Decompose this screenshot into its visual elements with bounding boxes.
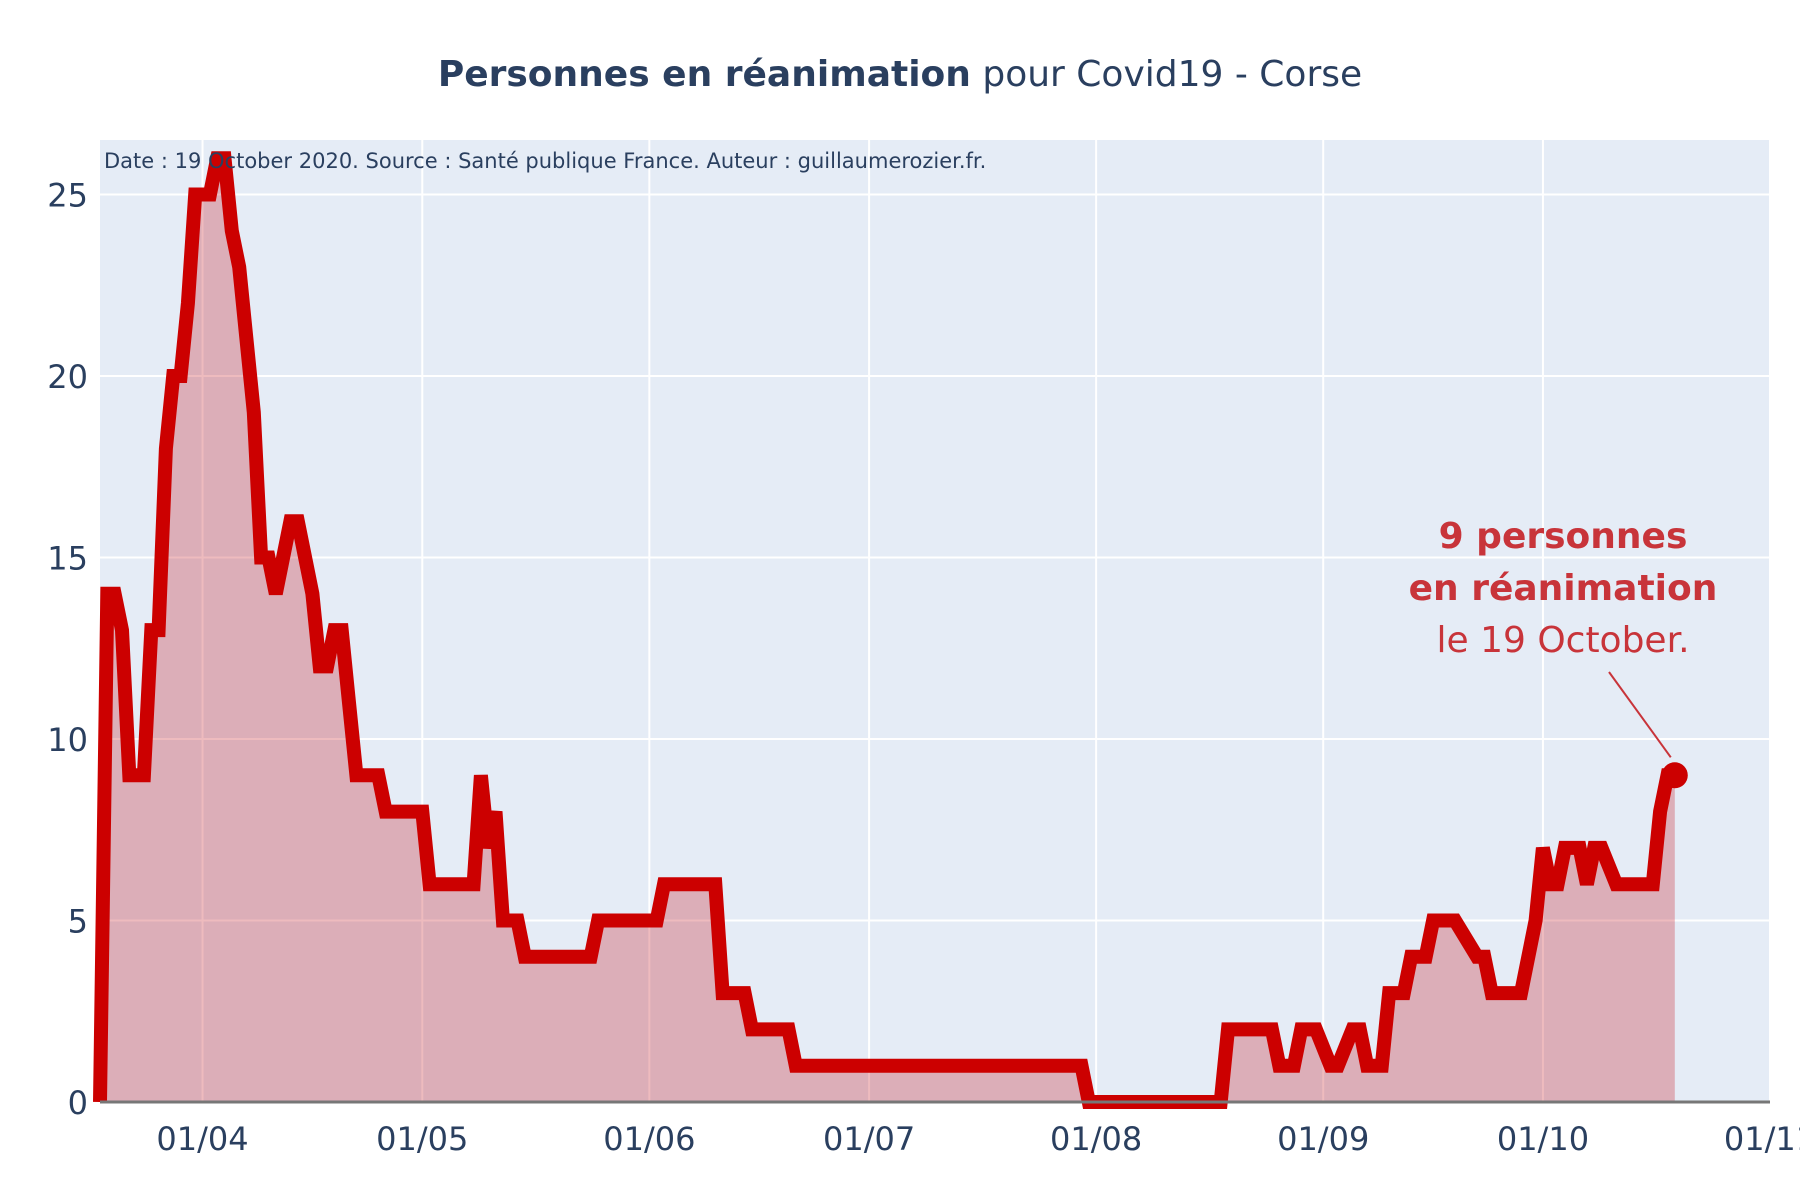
- y-tick-label: 25: [47, 176, 88, 214]
- y-tick-label: 5: [68, 902, 88, 940]
- y-tick-label: 10: [47, 721, 88, 759]
- annotation-line2: en réanimation: [1409, 568, 1718, 609]
- x-tick-label: 01/11: [1724, 1120, 1800, 1158]
- x-tick-label: 01/10: [1497, 1120, 1589, 1158]
- x-tick-label: 01/04: [156, 1120, 248, 1158]
- series-line: [93, 151, 1675, 1109]
- last-value-marker: [1661, 762, 1688, 789]
- plot-background: [100, 140, 1770, 1102]
- annotation-line3: le 19 October.: [1436, 620, 1689, 661]
- x-tick-label: 01/08: [1050, 1120, 1142, 1158]
- chart-title-bold: Personnes en réanimation: [438, 54, 971, 95]
- y-tick-label: 20: [47, 358, 88, 396]
- annotation-line1: 9 personnes: [1439, 516, 1688, 557]
- source-note: Date : 19 October 2020. Source : Santé p…: [104, 149, 986, 173]
- chart-title: Personnes en réanimation pour Covid19 - …: [438, 54, 1362, 95]
- annotation-arrow: [1608, 671, 1672, 758]
- x-tick-label: 01/07: [823, 1120, 915, 1158]
- y-tick-labels: 0 5 10 15 20 25: [47, 176, 88, 1122]
- data-area: [93, 151, 1688, 1109]
- y-tick-label: 0: [68, 1084, 88, 1122]
- x-tick-labels: 01/04 01/05 01/06 01/07 01/08 01/09 01/10 01/11: [156, 1120, 1800, 1158]
- x-tick-label: 01/06: [603, 1120, 695, 1158]
- y-tick-label: 15: [47, 539, 88, 577]
- x-tick-label: 01/05: [376, 1120, 468, 1158]
- x-tick-label: 01/09: [1277, 1120, 1369, 1158]
- grid-lines: [100, 140, 1771, 1102]
- chart-title-rest: pour Covid19 - Corse: [971, 54, 1362, 95]
